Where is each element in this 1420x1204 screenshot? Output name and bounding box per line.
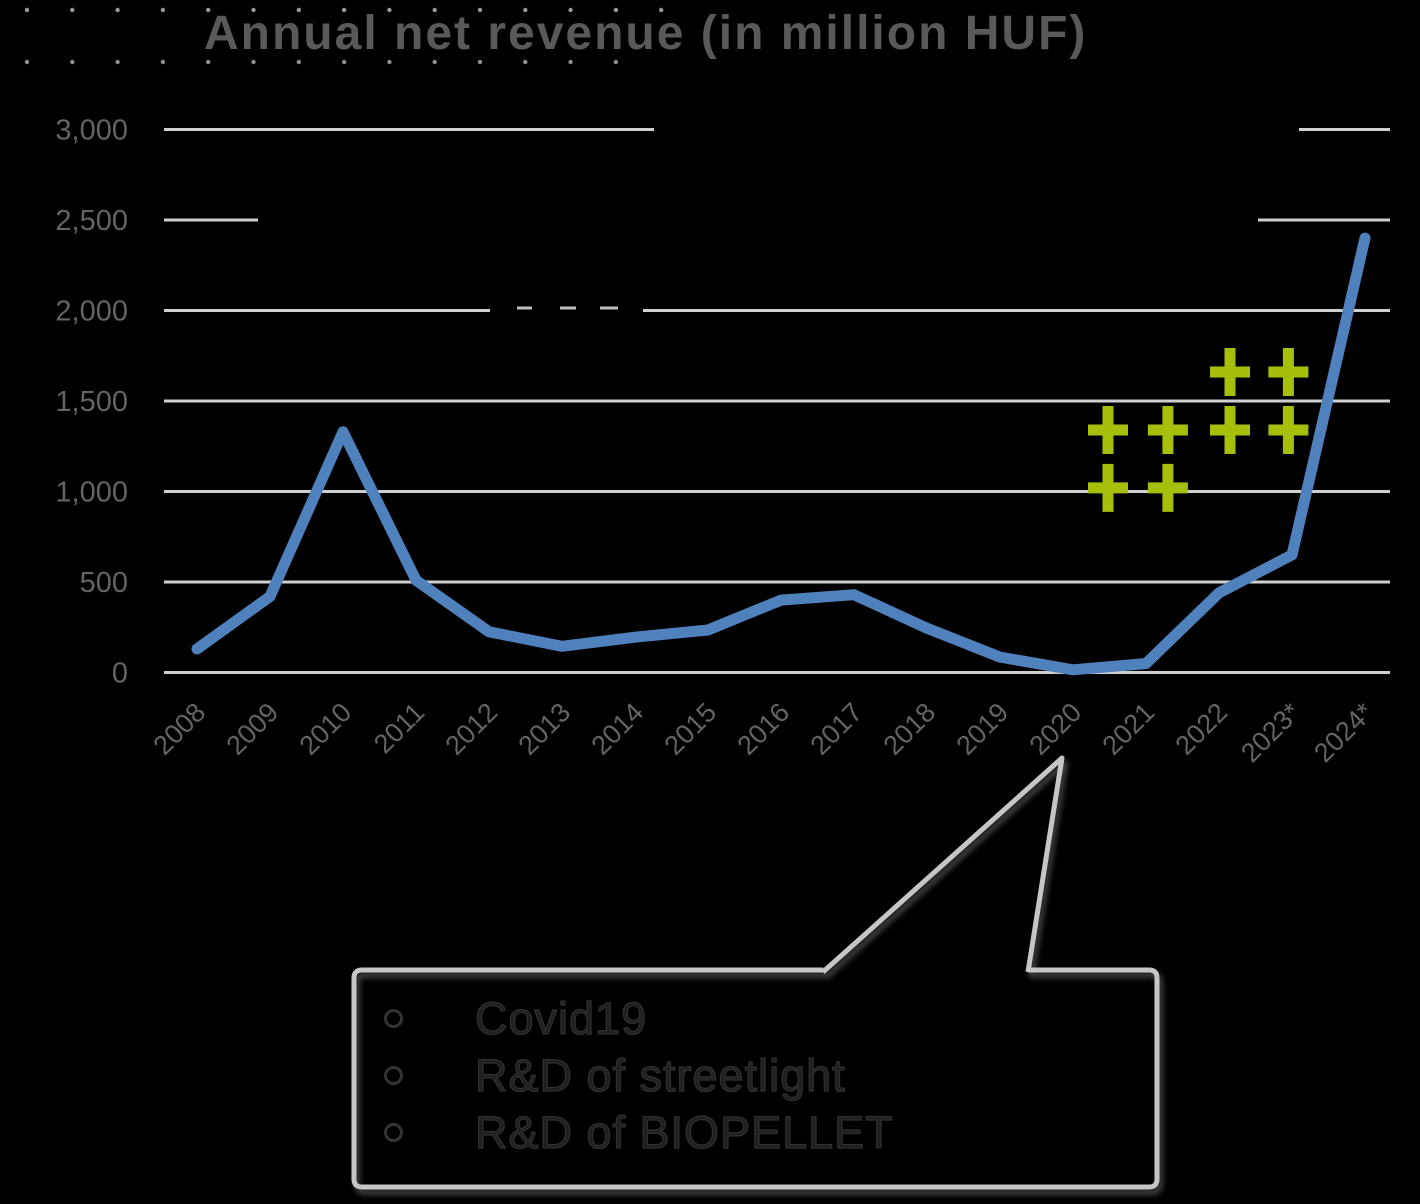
deco-dot: [296, 59, 301, 65]
deco-dot: [296, 7, 301, 13]
plus-icon: [1147, 406, 1188, 454]
x-tick-label: 2020: [1024, 697, 1088, 761]
callout-box-border: [351, 967, 1160, 1190]
deco-dot: [432, 59, 437, 65]
deco-dot: [115, 7, 120, 13]
deco-dot: [523, 59, 528, 65]
deco-dot: [477, 59, 483, 65]
callout-item: R&D of BIOPELLET: [354, 1104, 1154, 1161]
plus-icon: [1210, 406, 1250, 454]
y-tick-label: 0: [112, 658, 128, 690]
x-tick-label: 2015: [659, 697, 723, 761]
deco-dot: [251, 59, 256, 65]
deco-dot: [206, 59, 211, 65]
x-tick-label: 2016: [732, 697, 796, 761]
x-tick-label: 2013: [513, 697, 577, 761]
y-tick-label: 1,500: [55, 386, 128, 418]
plus-icon: [1268, 348, 1309, 396]
deco-dot: [387, 7, 392, 13]
plus-icon: [1268, 406, 1309, 454]
deco-dot: [251, 7, 256, 13]
deco-dot: [70, 7, 75, 13]
x-tick-label: 2008: [148, 697, 212, 761]
y-tick-label: 1,000: [55, 477, 128, 509]
callout-item-label: R&D of streetlight: [474, 1049, 846, 1101]
y-tick-label: 3,000: [55, 115, 128, 147]
revenue-line: [191, 232, 1371, 676]
plus-icon: [1088, 406, 1128, 454]
callout-annotation: Covid19 R&D of streetlight R&D of BIOPEL…: [354, 970, 1154, 1187]
x-tick-label: 2019: [951, 697, 1015, 761]
bullet-icon: [384, 1066, 403, 1085]
plus-icon: [1147, 463, 1188, 512]
x-tick-label: 2022: [1170, 697, 1234, 761]
x-axis-tick-labels: 2008 2009 2010 2011 2012 2013 2014 2015 2016 2017…: [148, 697, 1380, 768]
x-tick-label: 2023*: [1235, 697, 1306, 768]
deco-dot: [115, 59, 120, 65]
bullet-icon: [384, 1123, 403, 1142]
deco-dot: [523, 7, 528, 13]
deco-dot: [568, 59, 573, 65]
deco-dot: [24, 59, 30, 65]
deco-dot: [70, 59, 75, 65]
deco-dot: [659, 7, 664, 13]
deco-dot: [387, 59, 392, 65]
y-tick-label: 2,500: [55, 205, 128, 237]
x-tick-label: 2024*: [1308, 697, 1379, 768]
x-tick-label: 2018: [878, 697, 942, 761]
plus-icon: [1088, 463, 1128, 512]
deco-dot: [613, 7, 619, 13]
callout-pointer: [821, 755, 1065, 974]
deco-dot: [568, 7, 573, 13]
deco-dot: [206, 7, 211, 13]
callout-item: R&D of streetlight: [354, 1047, 1154, 1104]
x-tick-label: 2012: [440, 697, 504, 761]
gridlines: [164, 128, 1390, 674]
x-tick-label: 2009: [221, 697, 285, 761]
deco-dot: [432, 7, 437, 13]
x-tick-label: 2011: [368, 697, 430, 759]
deco-dot: [160, 7, 166, 13]
plus-mark-annotations: [1088, 348, 1309, 512]
deco-dot: [24, 7, 30, 13]
callout-shape: [351, 755, 1160, 1190]
page-title: Annual net revenue (in million HUF): [204, 7, 1088, 60]
x-tick-label: 2010: [294, 697, 358, 761]
y-axis-tick-labels: 0 500 1,000 1,500 2,000 2,500 3,000: [55, 115, 128, 690]
y-tick-label: 500: [80, 567, 128, 599]
x-tick-label: 2014: [586, 697, 650, 761]
deco-dot: [341, 7, 347, 13]
bullet-icon: [384, 1009, 403, 1028]
deco-dot: [613, 59, 619, 65]
x-tick-label: 2021: [1097, 697, 1161, 761]
callout-item-label: Covid19: [474, 992, 648, 1044]
callout-item-label: R&D of BIOPELLET: [474, 1106, 894, 1158]
plus-icon: [1210, 348, 1250, 396]
deco-dot: [341, 59, 347, 65]
revenue-line-series: [191, 232, 1371, 676]
y-tick-label: 2,000: [55, 296, 128, 328]
x-tick-label: 2017: [805, 697, 869, 761]
deco-dot: [477, 7, 483, 13]
callout-item: Covid19: [354, 990, 1154, 1047]
dot-grid-decoration: [24, 7, 664, 65]
deco-dot: [160, 59, 166, 65]
